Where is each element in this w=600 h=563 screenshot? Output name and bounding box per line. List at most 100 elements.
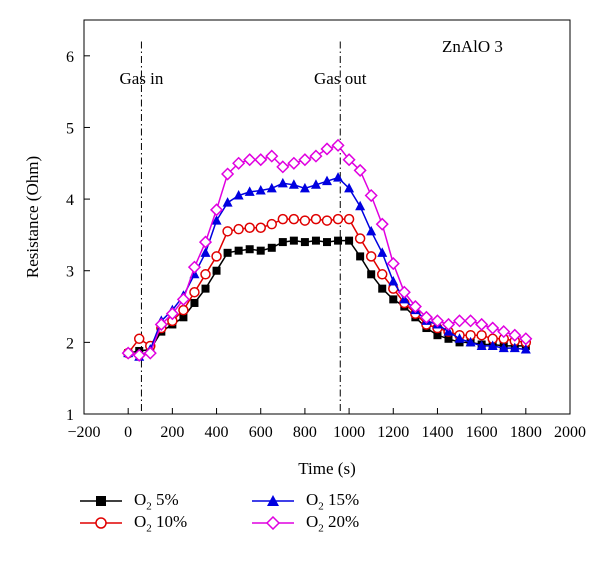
data-point [266,182,277,193]
data-point [365,251,377,262]
x-tick-label: 1400 [421,424,453,441]
data-point [287,156,301,170]
data-point [419,310,433,324]
data-point [454,333,465,343]
data-point [310,179,321,189]
legend-label-o2-20: O2 20% [306,511,360,535]
data-point [367,270,376,279]
data-point [356,252,365,261]
data-point [244,186,255,196]
axis-ticks: −200 0 200 400 600 800 1000 1200 1400 1600 1800 200… [66,49,586,441]
data-point [256,246,265,255]
data-point [344,182,355,193]
data-point [212,266,221,275]
data-point [397,285,411,299]
data-point [198,235,213,249]
event-line-label: Gas out [314,69,367,88]
data-point [200,247,211,257]
y-tick-label: 2 [66,335,74,352]
data-point [201,284,210,293]
data-point [509,342,520,353]
data-point [334,236,343,245]
data-point [354,233,366,244]
data-point [343,213,355,225]
data-point [211,251,222,262]
data-point [277,213,289,225]
data-point [255,184,266,195]
data-point [233,190,244,200]
series-o2-20- [121,138,533,362]
data-point [276,160,290,174]
data-point [498,342,509,353]
data-point [222,226,233,237]
data-point [309,149,323,163]
data-point [277,177,288,188]
x-tick-label: 1800 [510,424,542,441]
data-point [267,243,276,252]
legend-label-o2-15: O2 15% [306,489,360,513]
data-point [342,153,356,167]
data-point [143,346,157,360]
resistance-time-chart: −200 0 200 400 600 800 1000 1200 1400 1600 1800 200… [23,19,586,478]
data-point [265,149,279,163]
data-point [486,321,500,335]
data-point [223,248,232,257]
data-point [165,307,179,321]
series-group [121,138,533,362]
data-point [519,332,533,346]
data-point [388,275,399,286]
data-point [190,298,199,307]
legend-item-o2-5: O2 5% [80,490,179,512]
x-tick-label: 1200 [377,424,409,441]
data-point [430,314,445,328]
x-tick-label: 0 [124,424,132,441]
legend-label-o2-10: O2 10% [134,511,188,535]
data-point [189,286,200,298]
data-point [323,238,331,247]
data-point [209,203,224,217]
data-point [232,156,246,170]
data-point [355,200,366,211]
legend-swatch-o2-10 [80,516,122,530]
data-point [121,346,135,360]
data-point [288,213,300,225]
data-point [322,175,332,186]
data-point [222,197,233,207]
data-point [321,215,333,226]
x-tick-label: 1000 [333,424,365,441]
data-point [233,223,244,235]
data-point [221,167,235,181]
data-point [520,344,531,354]
x-tick-label: 1600 [466,424,498,441]
y-tick-label: 4 [66,192,74,209]
data-point [487,340,498,350]
data-point [408,299,422,314]
x-tick-label: 600 [249,424,273,441]
data-point [389,295,398,304]
series-o2-15- [123,172,531,361]
y-tick-label: 3 [66,264,74,281]
data-point [278,238,287,247]
annotation-title: ZnAlO 3 [442,37,503,56]
data-point [244,222,255,233]
data-point [288,179,299,189]
data-point [200,269,211,280]
x-tick-label: 800 [293,424,317,441]
data-point [353,163,367,177]
data-point [386,257,400,271]
data-point [497,325,511,339]
data-point [364,188,378,203]
legend-swatch-o2-20 [252,516,294,530]
data-point [441,317,456,332]
data-point [333,172,344,182]
data-point [377,247,388,257]
data-point [376,269,388,280]
data-point [320,142,334,156]
series-line [127,176,526,358]
y-tick-label: 6 [66,49,74,66]
data-point [310,213,322,225]
data-point [298,153,312,167]
data-point [245,245,254,254]
legend-swatch-o2-5 [80,494,122,508]
data-point [299,182,310,193]
